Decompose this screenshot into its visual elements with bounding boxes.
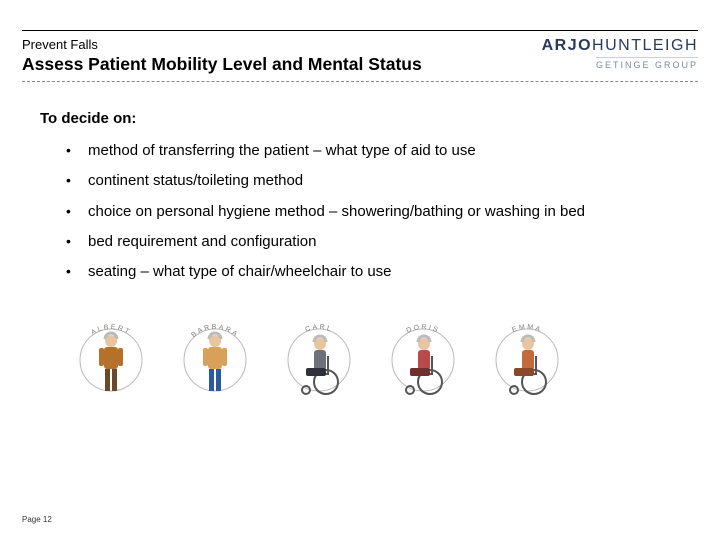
- brand-light: HUNTLEIGH: [592, 37, 698, 54]
- page-title: Assess Patient Mobility Level and Mental…: [22, 54, 542, 75]
- svg-text:ALBERT: ALBERT: [90, 324, 132, 337]
- list-item: bed requirement and configuration: [66, 232, 686, 252]
- kicker: Prevent Falls: [22, 37, 542, 52]
- page-number: Page 12: [22, 515, 52, 524]
- svg-text:DORIS: DORIS: [406, 324, 441, 335]
- brand-logo: ARJOHUNTLEIGH GETINGE GROUP: [542, 37, 698, 75]
- list-item: seating – what type of chair/wheelchair …: [66, 262, 686, 282]
- persona-doris: DORIS: [380, 306, 466, 402]
- header: Prevent Falls Assess Patient Mobility Le…: [22, 37, 698, 75]
- bullet-list: method of transferring the patient – wha…: [40, 141, 686, 282]
- persona-albert: ALBERT: [68, 306, 154, 402]
- svg-text:EMMA: EMMA: [511, 324, 543, 334]
- list-item: continent status/toileting method: [66, 171, 686, 191]
- persona-row: ALBERT BARBARA CARL DORIS EMMA: [40, 306, 686, 402]
- svg-text:CARL: CARL: [304, 324, 333, 334]
- persona-carl: CARL: [276, 306, 362, 402]
- list-item: choice on personal hygiene method – show…: [66, 202, 686, 222]
- brand-bold: ARJO: [542, 37, 592, 54]
- brand-sub: GETINGE GROUP: [596, 57, 698, 70]
- lead-text: To decide on:: [40, 110, 686, 127]
- persona-barbara: BARBARA: [172, 306, 258, 402]
- top-rule: [22, 30, 698, 31]
- list-item: method of transferring the patient – wha…: [66, 141, 686, 161]
- persona-emma: EMMA: [484, 306, 570, 402]
